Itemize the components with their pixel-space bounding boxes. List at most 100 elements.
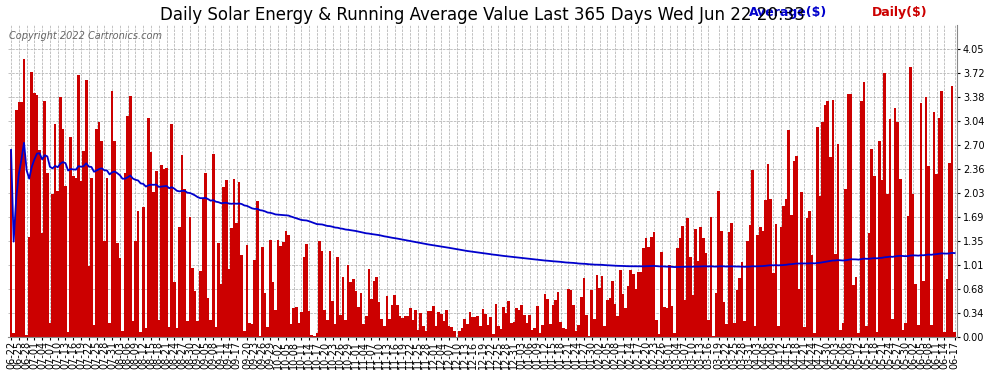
Bar: [505, 313, 508, 337]
Bar: [746, 241, 748, 337]
Bar: [334, 324, 337, 337]
Bar: [577, 325, 580, 337]
Bar: [567, 290, 569, 337]
Bar: [814, 333, 816, 337]
Bar: [938, 118, 940, 337]
Bar: [923, 281, 925, 337]
Bar: [72, 176, 74, 337]
Bar: [367, 269, 370, 337]
Bar: [837, 144, 840, 337]
Bar: [386, 296, 388, 337]
Bar: [495, 304, 497, 337]
Bar: [282, 242, 284, 337]
Bar: [111, 91, 114, 337]
Bar: [238, 182, 241, 337]
Bar: [780, 227, 782, 337]
Bar: [907, 216, 909, 337]
Bar: [764, 200, 766, 337]
Bar: [502, 306, 505, 337]
Bar: [248, 323, 250, 337]
Bar: [137, 211, 140, 337]
Bar: [476, 316, 479, 337]
Bar: [515, 308, 518, 337]
Bar: [857, 333, 860, 337]
Bar: [129, 96, 132, 337]
Bar: [881, 180, 883, 337]
Bar: [66, 332, 69, 337]
Bar: [290, 324, 292, 337]
Bar: [438, 312, 441, 337]
Bar: [375, 277, 378, 337]
Bar: [526, 323, 529, 337]
Bar: [748, 225, 751, 337]
Bar: [186, 321, 189, 337]
Bar: [686, 217, 689, 337]
Bar: [940, 91, 943, 337]
Bar: [236, 223, 238, 337]
Bar: [689, 257, 692, 337]
Bar: [899, 178, 902, 337]
Bar: [943, 332, 945, 337]
Bar: [207, 298, 209, 337]
Bar: [359, 293, 362, 337]
Bar: [720, 231, 723, 337]
Bar: [671, 306, 673, 337]
Bar: [718, 190, 720, 337]
Bar: [917, 325, 920, 337]
Bar: [593, 319, 596, 337]
Bar: [868, 234, 870, 337]
Bar: [801, 192, 803, 337]
Bar: [383, 326, 386, 337]
Bar: [705, 253, 707, 337]
Bar: [145, 328, 148, 337]
Bar: [212, 154, 215, 337]
Bar: [673, 333, 676, 337]
Bar: [175, 328, 178, 337]
Bar: [20, 102, 23, 337]
Bar: [414, 310, 417, 337]
Bar: [741, 262, 743, 337]
Bar: [244, 332, 246, 337]
Bar: [261, 247, 263, 337]
Bar: [173, 282, 175, 337]
Bar: [349, 282, 352, 337]
Bar: [572, 305, 575, 337]
Bar: [650, 237, 652, 337]
Bar: [446, 310, 447, 337]
Bar: [518, 310, 521, 337]
Bar: [95, 129, 98, 337]
Bar: [798, 289, 801, 337]
Bar: [279, 246, 282, 337]
Bar: [912, 194, 915, 337]
Bar: [630, 270, 632, 337]
Bar: [542, 325, 544, 337]
Bar: [847, 94, 849, 337]
Bar: [393, 295, 396, 337]
Bar: [160, 165, 162, 337]
Bar: [699, 226, 702, 337]
Bar: [870, 149, 873, 337]
Bar: [793, 161, 795, 337]
Bar: [539, 333, 542, 337]
Bar: [759, 227, 761, 337]
Bar: [596, 275, 598, 337]
Bar: [217, 243, 220, 337]
Bar: [69, 136, 72, 337]
Bar: [601, 276, 604, 337]
Bar: [269, 240, 271, 337]
Bar: [676, 248, 678, 337]
Bar: [80, 181, 82, 337]
Bar: [556, 292, 559, 337]
Bar: [712, 336, 715, 337]
Bar: [26, 335, 28, 337]
Bar: [228, 270, 230, 337]
Bar: [103, 242, 106, 337]
Bar: [148, 118, 149, 337]
Bar: [165, 168, 168, 337]
Bar: [10, 150, 12, 337]
Bar: [832, 100, 835, 337]
Bar: [31, 72, 33, 337]
Bar: [821, 122, 824, 337]
Bar: [860, 101, 862, 337]
Bar: [308, 311, 311, 337]
